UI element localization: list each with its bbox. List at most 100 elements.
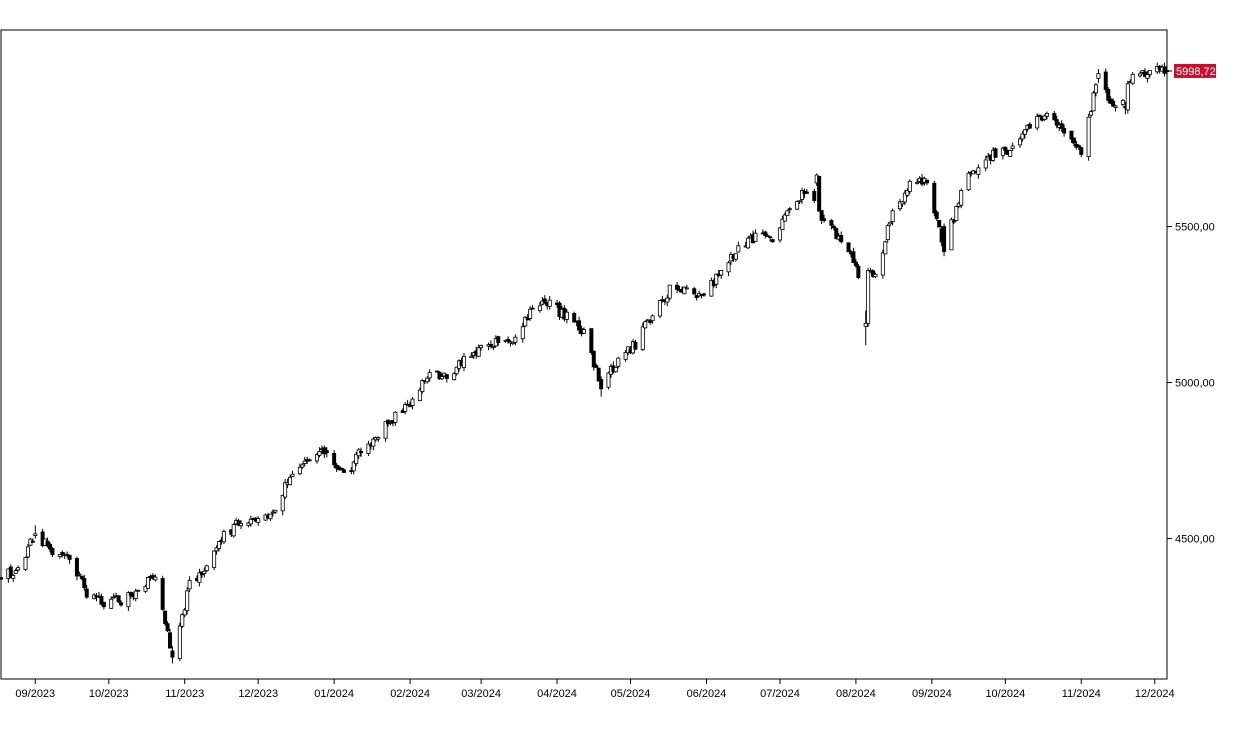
x-tick-label-1: 10/2023	[89, 688, 129, 700]
candle-2024-01-15	[366, 440, 371, 457]
candle-2023-10-27	[170, 646, 175, 664]
candle-body	[966, 172, 971, 191]
candle-body	[452, 373, 457, 380]
candle-2024-07-22	[829, 219, 834, 230]
candle-body	[675, 284, 680, 290]
candle-2024-11-29	[1147, 70, 1152, 78]
candle-2024-02-13	[437, 371, 442, 380]
candle-body	[33, 533, 38, 536]
candle-body	[444, 374, 449, 379]
y-tick-label-2: 5500,00	[1175, 222, 1215, 234]
candle-2024-06-28	[770, 238, 775, 243]
candle-body	[221, 531, 226, 543]
candle-body	[665, 297, 670, 303]
candle-2024-07-26	[839, 231, 844, 244]
candle-2024-07-23	[831, 224, 836, 231]
candle-body	[880, 252, 885, 276]
x-axis: 09/2023 10/2023 11/2023 12/2023 01/2024 02/20…	[15, 679, 1175, 700]
candle-2024-05-08	[645, 318, 650, 322]
candle-body	[341, 469, 346, 473]
candle-2024-07-10	[800, 187, 805, 204]
candle-2024-07-04	[785, 209, 790, 217]
last-value-badge	[1174, 63, 1216, 78]
candle-body	[67, 554, 72, 560]
candle-body	[817, 176, 822, 212]
candle-2024-07-02	[780, 215, 785, 231]
x-tick-label-4: 01/2024	[314, 688, 354, 700]
candle-2024-11-12	[1106, 87, 1111, 104]
candle-2024-07-19	[822, 214, 827, 223]
candle-body	[268, 513, 273, 520]
candle-body	[290, 473, 295, 477]
x-tick-label-11: 08/2024	[836, 688, 876, 700]
candle-2023-11-03	[187, 576, 192, 593]
candle-2024-11-26	[1140, 69, 1145, 75]
candle-2024-07-15	[812, 188, 817, 203]
candle-2023-12-14	[288, 475, 293, 486]
candle-body	[780, 218, 785, 231]
candle-2023-12-26	[317, 447, 322, 458]
candle-2024-10-14	[1035, 113, 1040, 131]
candle-2023-10-17	[145, 576, 150, 589]
candle-body	[302, 460, 307, 464]
candle-2024-02-14	[439, 373, 444, 381]
candle-body	[900, 201, 905, 205]
candle-2024-08-09	[873, 272, 878, 278]
candle-2024-09-10	[951, 218, 956, 225]
candle-2023-11-02	[185, 587, 190, 615]
candle-2024-09-09	[949, 217, 954, 251]
candle-2023-09-15	[67, 554, 72, 564]
candle-body	[1037, 114, 1042, 118]
candle-body	[11, 575, 16, 579]
candle-body	[1103, 71, 1108, 90]
candle-2023-09-11	[57, 554, 62, 559]
candle-2024-09-13	[959, 188, 964, 209]
candle-body	[393, 411, 398, 423]
candle-2024-08-22	[905, 188, 910, 198]
candle-2023-10-09	[126, 591, 131, 611]
candle-body	[873, 273, 878, 278]
candle-body	[153, 576, 158, 581]
candle-2024-08-08	[871, 269, 876, 278]
candle-2023-10-20	[153, 574, 158, 582]
candle-2024-01-19	[376, 436, 381, 443]
candle-body	[163, 610, 168, 624]
candle-2024-09-27	[993, 147, 998, 158]
candle-2023-12-19	[300, 462, 305, 469]
candle-2024-04-10	[577, 316, 582, 334]
candle-body	[528, 308, 533, 319]
candle-2024-05-27	[692, 287, 697, 295]
candle-body	[1125, 83, 1130, 111]
candle-2024-07-05	[787, 206, 792, 214]
candle-body	[667, 284, 672, 299]
candle-2024-01-05	[341, 468, 346, 473]
candle-body	[633, 341, 638, 350]
candle-body	[606, 372, 611, 388]
candle-body	[1044, 112, 1049, 117]
x-tick-label-10: 07/2024	[760, 688, 800, 700]
candle-body	[1145, 74, 1150, 79]
candle-2024-01-26	[393, 411, 398, 426]
candle-2024-05-06	[640, 322, 645, 352]
candle-2024-11-05	[1089, 110, 1094, 118]
candle-2023-12-12	[283, 479, 288, 500]
candle-2024-01-09	[351, 460, 356, 475]
candle-2024-06-03	[709, 277, 714, 297]
candle-2024-11-07	[1093, 83, 1098, 97]
candle-body	[589, 328, 594, 354]
candle-body	[993, 148, 998, 158]
candle-body	[819, 210, 824, 221]
candle-body	[16, 567, 21, 571]
candle-body	[143, 585, 148, 592]
candle-2024-07-12	[804, 188, 809, 194]
candle-2024-11-28	[1145, 70, 1150, 83]
x-tick-label-15: 12/2024	[1135, 688, 1175, 700]
candle-body	[1093, 84, 1098, 94]
candle-body	[57, 554, 62, 557]
candle-body	[77, 573, 82, 576]
candle-body	[736, 245, 741, 253]
candle-body	[435, 370, 440, 373]
candle-body	[591, 350, 596, 368]
candle-body	[126, 592, 131, 608]
candle-2024-01-12	[359, 447, 364, 458]
